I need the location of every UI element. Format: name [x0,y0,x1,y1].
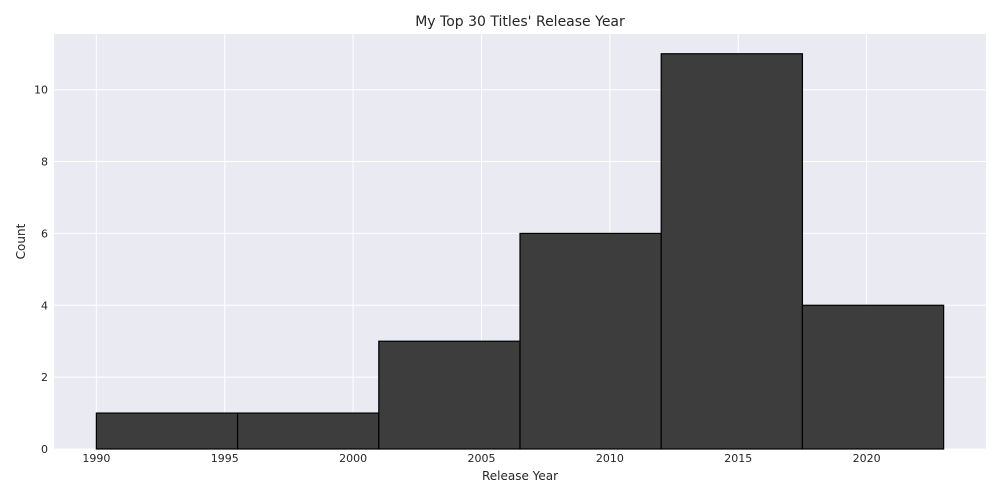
x-tick-label: 1990 [82,452,110,465]
y-axis-label: Count [14,223,28,259]
x-axis-ticks: 1990 1995 2000 2005 2010 2015 2020 [82,452,880,465]
histogram-bar [801,304,945,450]
x-axis-label: Release Year [482,469,558,483]
chart-title: My Top 30 Titles' Release Year [415,14,625,30]
x-tick-label: 2015 [724,452,752,465]
x-tick-label: 1995 [211,452,239,465]
y-tick-label: 4 [41,299,48,312]
x-tick-label: 2005 [467,452,495,465]
bars [95,53,945,450]
y-tick-label: 6 [41,227,48,240]
x-tick-label: 2000 [339,452,367,465]
y-tick-label: 0 [41,443,48,456]
histogram-bar [519,232,662,450]
x-tick-label: 2010 [596,452,624,465]
y-tick-label: 10 [34,84,48,97]
histogram-bar [660,53,804,450]
y-axis-ticks: 0 2 4 6 8 10 [34,84,48,456]
histogram-bar [236,412,380,450]
x-tick-label: 2020 [853,452,881,465]
histogram-bar [378,340,521,450]
histogram-bar [95,412,239,450]
y-tick-label: 8 [41,156,48,169]
y-tick-label: 2 [41,371,48,384]
